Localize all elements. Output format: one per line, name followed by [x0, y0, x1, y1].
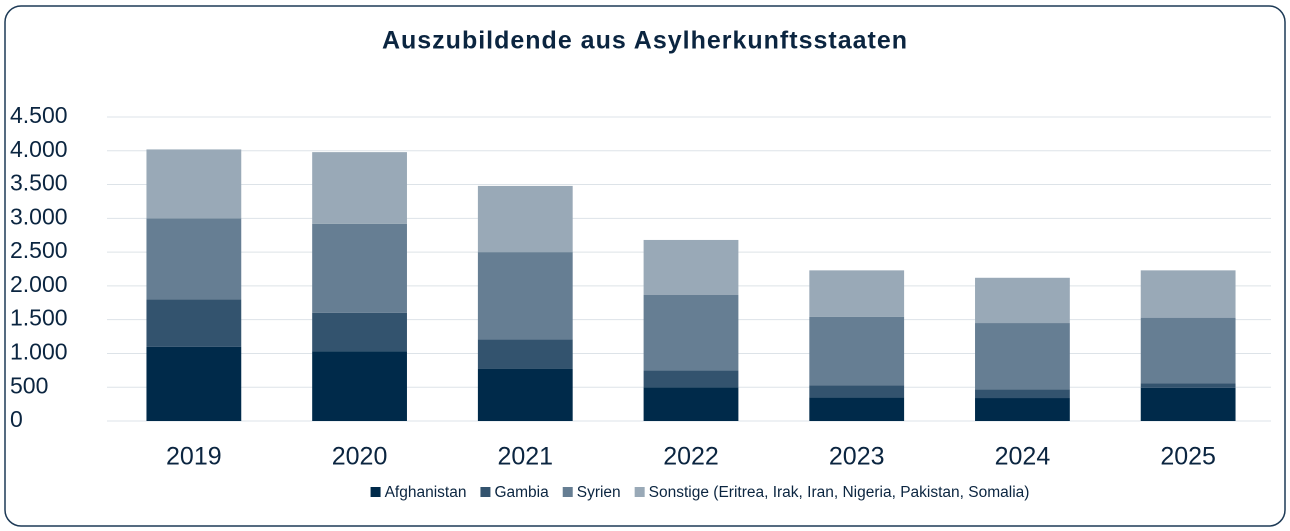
bar-segment	[477, 185, 573, 253]
x-tick-label: 2019	[166, 443, 222, 471]
y-tick-label: 3.000	[10, 203, 68, 229]
bar-segment	[975, 277, 1070, 324]
bar-segment	[643, 387, 739, 421]
bar-segment	[809, 385, 905, 398]
x-tick-label: 2023	[829, 443, 885, 471]
legend-swatch	[370, 487, 381, 497]
legend-swatch	[634, 487, 645, 497]
legend-label: Afghanistan	[385, 484, 467, 501]
bar-segment	[312, 223, 407, 313]
bar-segment	[1140, 387, 1236, 421]
bar-segment	[809, 397, 905, 421]
legend-swatch	[562, 487, 573, 497]
x-tick-label: 2020	[332, 443, 388, 471]
bar-segment	[975, 389, 1070, 399]
bar-segment	[146, 299, 242, 347]
y-tick-label: 2.500	[10, 237, 68, 263]
bar-segment	[477, 368, 573, 421]
bar-segment	[146, 346, 242, 421]
bar-segment	[312, 351, 407, 421]
bar-segment	[312, 152, 407, 224]
bar-segment	[643, 294, 739, 371]
bar-segment	[1140, 270, 1236, 318]
legend: Afghanistan Gambia Syrien Sonstige (Eritrea…	[370, 484, 1030, 501]
y-tick-label: 1.500	[10, 305, 68, 331]
bar-segment	[1140, 317, 1236, 384]
y-tick-label: 3.500	[10, 170, 68, 196]
bar-segment	[809, 316, 905, 386]
bar-segment	[477, 252, 573, 340]
bar-segment	[146, 218, 242, 300]
x-tick-label: 2025	[1160, 443, 1216, 471]
legend-label: Gambia	[494, 484, 549, 501]
bar-segment	[146, 149, 242, 219]
bar-segment	[975, 323, 1070, 390]
bar-segment	[312, 312, 407, 352]
x-tick-label: 2021	[497, 443, 553, 471]
x-tick-label: 2022	[663, 443, 719, 471]
bar-segment	[643, 239, 739, 295]
bar-segment	[643, 370, 739, 388]
bar-segment	[975, 398, 1070, 421]
legend-label: Syrien	[577, 484, 621, 501]
y-tick-label: 2.000	[10, 271, 68, 297]
legend-label: Sonstige (Eritrea, Irak, Iran, Nigeria, …	[649, 484, 1030, 501]
y-tick-label: 500	[10, 372, 48, 398]
y-tick-label: 4.500	[10, 102, 68, 128]
bar-segment	[477, 339, 573, 369]
y-tick-label: 0	[10, 406, 23, 432]
bar-segment	[1140, 383, 1236, 388]
chart-title: Auszubildende aus Asylherkunftsstaaten	[382, 27, 908, 55]
legend-swatch	[480, 487, 491, 497]
y-tick-label: 1.000	[10, 339, 68, 365]
y-tick-label: 4.000	[10, 136, 68, 162]
bar-segment	[809, 270, 905, 317]
x-tick-label: 2024	[995, 443, 1051, 471]
